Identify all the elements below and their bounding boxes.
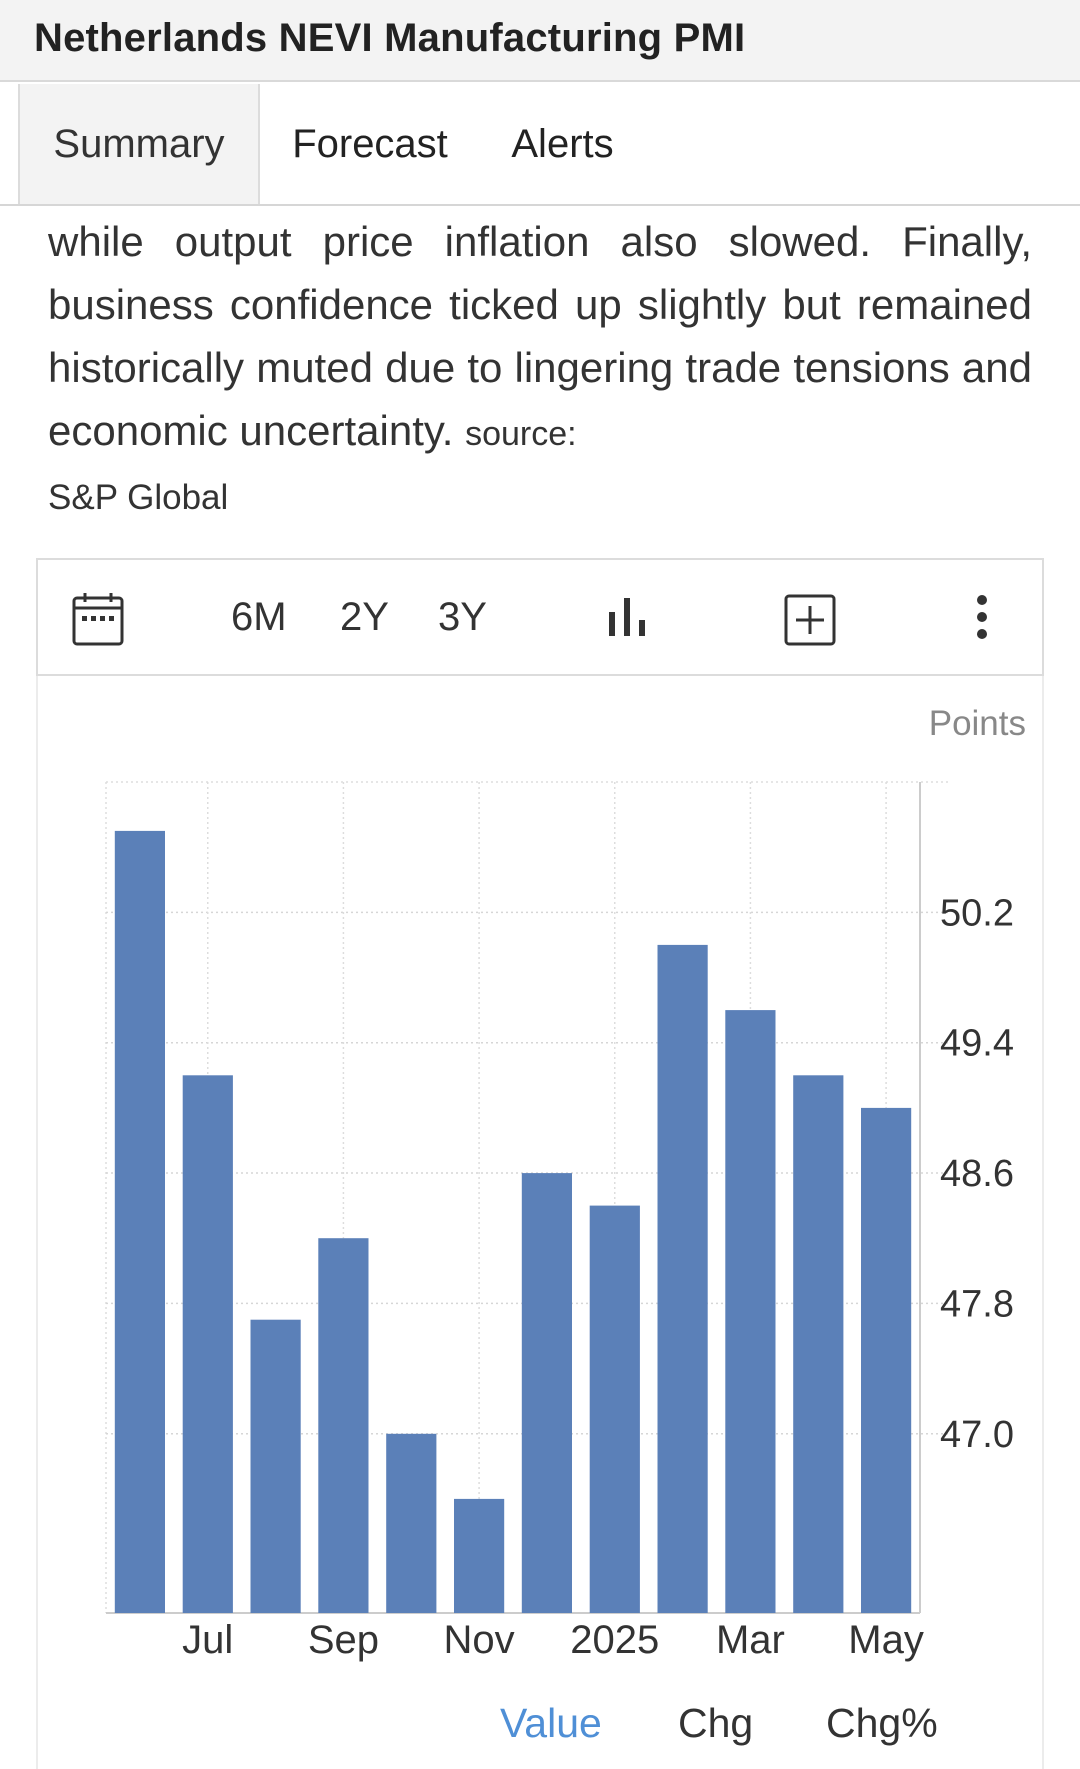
chart-bar[interactable] <box>318 1238 369 1613</box>
page-header: Netherlands NEVI Manufacturing PMI <box>0 0 1080 82</box>
vertical-dots-icon[interactable] <box>974 594 990 640</box>
unit-label: Points <box>929 704 1026 743</box>
tab-bar: Summary Forecast Alerts <box>0 84 1080 206</box>
mode-value[interactable]: Value <box>500 1700 602 1746</box>
chart-bars <box>114 830 912 1613</box>
source-label: source: <box>465 415 577 453</box>
chart-bar[interactable] <box>114 830 165 1613</box>
mode-chg[interactable]: Chg <box>678 1700 754 1746</box>
chart-toolbar: 6M 2Y 3Y <box>36 558 1044 676</box>
tab-alerts[interactable]: Alerts <box>511 122 614 166</box>
y-tick-label: 47.8 <box>940 1283 1014 1325</box>
x-tick-label: Nov <box>444 1618 515 1662</box>
chart-bar[interactable] <box>386 1433 437 1613</box>
chart-bar[interactable] <box>589 1205 640 1613</box>
summary-text: while output price inflation also slowed… <box>48 210 1032 529</box>
chart-bar[interactable] <box>793 1075 844 1613</box>
plus-box-icon[interactable] <box>784 594 836 646</box>
y-tick-label: 49.4 <box>940 1023 1014 1065</box>
chart-bar[interactable] <box>725 1010 776 1613</box>
chart-bar[interactable] <box>182 1075 233 1613</box>
chart-bar[interactable] <box>861 1107 912 1613</box>
range-2y[interactable]: 2Y <box>340 595 389 639</box>
range-3y[interactable]: 3Y <box>438 595 487 639</box>
tab-summary[interactable]: Summary <box>18 84 260 204</box>
source-name: S&P Global <box>48 478 229 517</box>
x-tick-label: Jul <box>182 1618 233 1662</box>
calendar-icon[interactable] <box>72 592 124 646</box>
mode-chg-percent[interactable]: Chg% <box>826 1700 938 1746</box>
chart-panel <box>36 676 1044 1769</box>
tab-forecast[interactable]: Forecast <box>292 122 448 166</box>
bar-chart-icon[interactable] <box>606 596 648 638</box>
x-tick-label: Sep <box>308 1618 379 1662</box>
y-axis-ticks: 50.2 49.4 48.6 47.8 47.0 <box>940 892 1014 1455</box>
summary-body: while output price inflation also slowed… <box>48 218 1032 454</box>
y-tick-label: 48.6 <box>940 1153 1014 1195</box>
chart-bar[interactable] <box>521 1173 572 1613</box>
x-tick-label: Mar <box>716 1618 785 1662</box>
x-axis-ticks: Jul Sep Nov 2025 Mar May <box>182 1618 924 1662</box>
y-tick-label: 47.0 <box>940 1414 1014 1456</box>
range-6m[interactable]: 6M <box>231 595 287 639</box>
page-title: Netherlands NEVI Manufacturing PMI <box>34 16 746 60</box>
chart-bar[interactable] <box>250 1319 301 1613</box>
chart-bar[interactable] <box>657 944 708 1613</box>
y-tick-label: 50.2 <box>940 892 1014 934</box>
chart-bar[interactable] <box>454 1498 505 1613</box>
x-tick-label: May <box>848 1618 924 1662</box>
x-tick-label: 2025 <box>570 1618 659 1662</box>
